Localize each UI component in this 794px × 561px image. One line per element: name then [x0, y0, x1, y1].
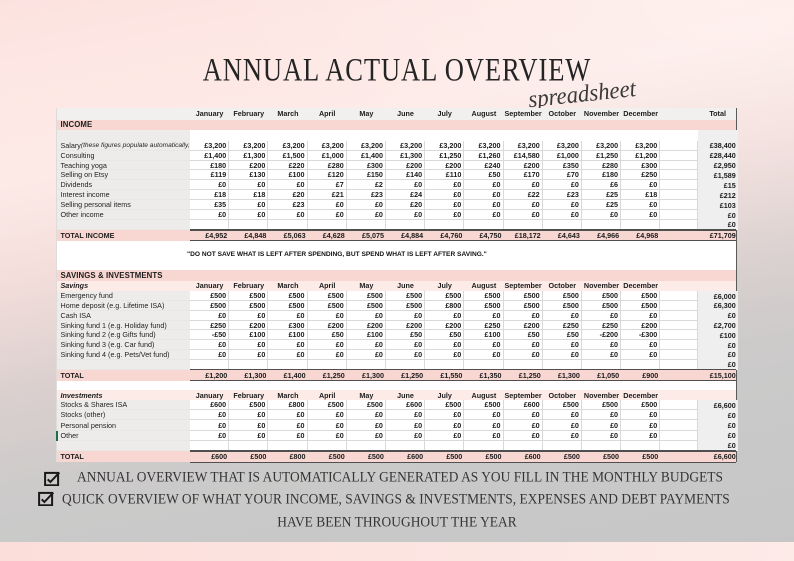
svg-text:spreadsheet: spreadsheet — [527, 75, 638, 112]
